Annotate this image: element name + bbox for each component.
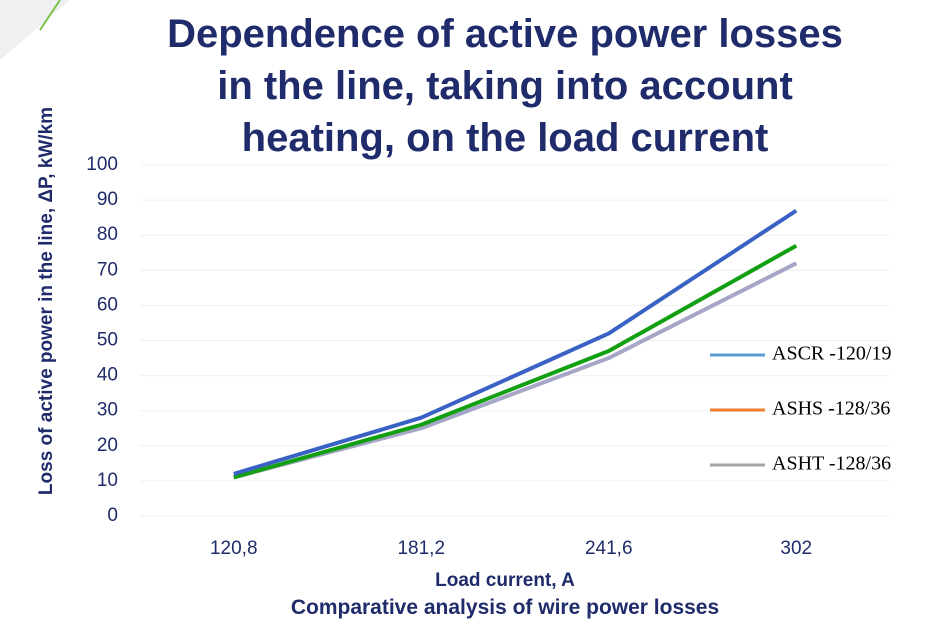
x-tick-label: 181,2: [397, 538, 445, 559]
y-tick-label: 20: [97, 435, 118, 456]
y-tick-label: 80: [97, 224, 118, 245]
y-tick-label: 40: [97, 365, 118, 386]
series-line: [233, 208, 798, 476]
x-tick-label: 302: [780, 538, 812, 559]
legend-label: ASHT -128/36: [772, 453, 891, 475]
y-tick-label: 0: [107, 505, 118, 526]
series-line: [233, 243, 798, 480]
y-tick-label: 30: [97, 400, 118, 421]
y-tick-label: 60: [97, 294, 118, 315]
caption: Comparative analysis of wire power losse…: [290, 596, 720, 619]
y-tick-label: 50: [97, 330, 118, 351]
y-tick-label: 90: [97, 189, 118, 210]
legend-label: ASHS -128/36: [772, 398, 890, 420]
chart-title: Dependence of active power losses in the…: [167, 12, 843, 160]
x-axis-label: Load current, A: [435, 570, 575, 591]
y-tick-label: 100: [86, 154, 118, 175]
y-tick-label: 70: [97, 259, 118, 280]
decoration: [0, 0, 70, 60]
y-tick-label: 10: [97, 470, 118, 491]
decoration: [39, 0, 61, 31]
x-tick-label: 241,6: [585, 538, 633, 559]
x-tick-label: 120,8: [210, 538, 258, 559]
legend-label: ASCR -120/19: [772, 343, 891, 365]
y-axis-label: Loss of active power in the line, ΔP, kW…: [36, 106, 57, 496]
